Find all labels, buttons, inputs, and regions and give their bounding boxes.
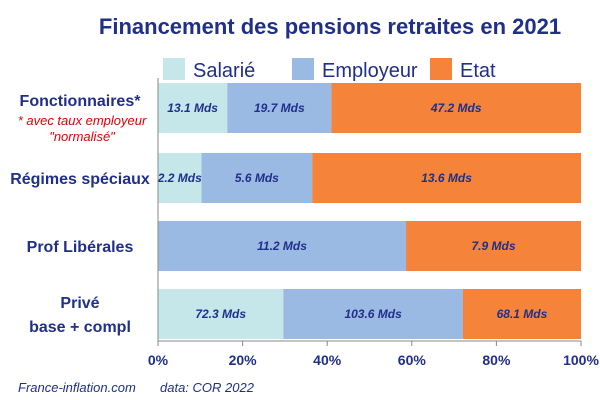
- legend-swatch-2: [430, 58, 452, 80]
- data-label-1-0: 2.2 Mds: [157, 171, 202, 185]
- bar-segment-1-2: [312, 153, 581, 203]
- category-label-2-0: Prof Libérales: [27, 239, 134, 256]
- bars-group: 13.1 Mds 19.7 Mds 47.2 Mds 2.2 Mds 5.6 Mds 13…: [157, 83, 581, 339]
- bar-segment-0-0: [158, 83, 228, 133]
- data-label-0-0: 13.1 Mds: [167, 101, 218, 115]
- x-axis: 0% 20% 40% 60% 80% 100%: [148, 78, 599, 368]
- bar-segment-1-1: [201, 153, 313, 203]
- footer-data: data: COR 2022: [160, 380, 255, 395]
- bar-segment-2-1: [158, 221, 407, 271]
- x-tick-label-2: 40%: [313, 352, 342, 368]
- bar-segment-2-2: [406, 221, 581, 271]
- legend-swatch-0: [163, 58, 185, 80]
- legend-label-2: Etat: [460, 60, 496, 82]
- bar-segment-3-0: [158, 289, 284, 339]
- bar-segment-0-2: [331, 83, 581, 133]
- data-label-3-2: 68.1 Mds: [497, 307, 548, 321]
- footer-source: France-inflation.com: [18, 380, 136, 395]
- chart-title: Financement des pensions retraites en 20…: [99, 14, 561, 39]
- category-note-0-1: "normalisé": [49, 129, 116, 144]
- legend-label-0: Salarié: [193, 60, 255, 82]
- category-label-3-0: Privé: [60, 295, 99, 312]
- data-label-3-1: 103.6 Mds: [344, 307, 402, 321]
- x-tick-label-3: 60%: [398, 352, 427, 368]
- bar-segment-1-0: [158, 153, 202, 203]
- x-tick-label-5: 100%: [563, 352, 599, 368]
- data-label-0-1: 19.7 Mds: [254, 101, 305, 115]
- x-tick-label-0: 0%: [148, 352, 169, 368]
- bar-segment-3-1: [283, 289, 463, 339]
- bar-segment-3-2: [462, 289, 581, 339]
- data-label-0-2: 47.2 Mds: [430, 101, 482, 115]
- category-label-1-0: Régimes spéciaux: [10, 171, 150, 188]
- x-tick-label-1: 20%: [229, 352, 258, 368]
- data-label-2-2: 7.9 Mds: [472, 239, 516, 253]
- legend-swatch-1: [292, 58, 314, 80]
- category-label-0-0: Fonctionnaires*: [20, 93, 142, 110]
- data-label-3-0: 72.3 Mds: [195, 307, 246, 321]
- x-tick-label-4: 80%: [482, 352, 511, 368]
- data-label-2-1: 11.2 Mds: [257, 239, 307, 253]
- legend: Salarié Employeur Etat: [163, 58, 496, 82]
- bar-segment-0-1: [227, 83, 332, 133]
- legend-label-1: Employeur: [322, 60, 418, 82]
- data-label-1-2: 13.6 Mds: [421, 171, 472, 185]
- category-label-3-1: base + compl: [29, 319, 131, 336]
- category-note-0-0: * avec taux employeur: [18, 113, 147, 128]
- data-label-1-1: 5.6 Mds: [235, 171, 279, 185]
- category-labels: Fonctionnaires* * avec taux employeur"nor…: [10, 93, 150, 336]
